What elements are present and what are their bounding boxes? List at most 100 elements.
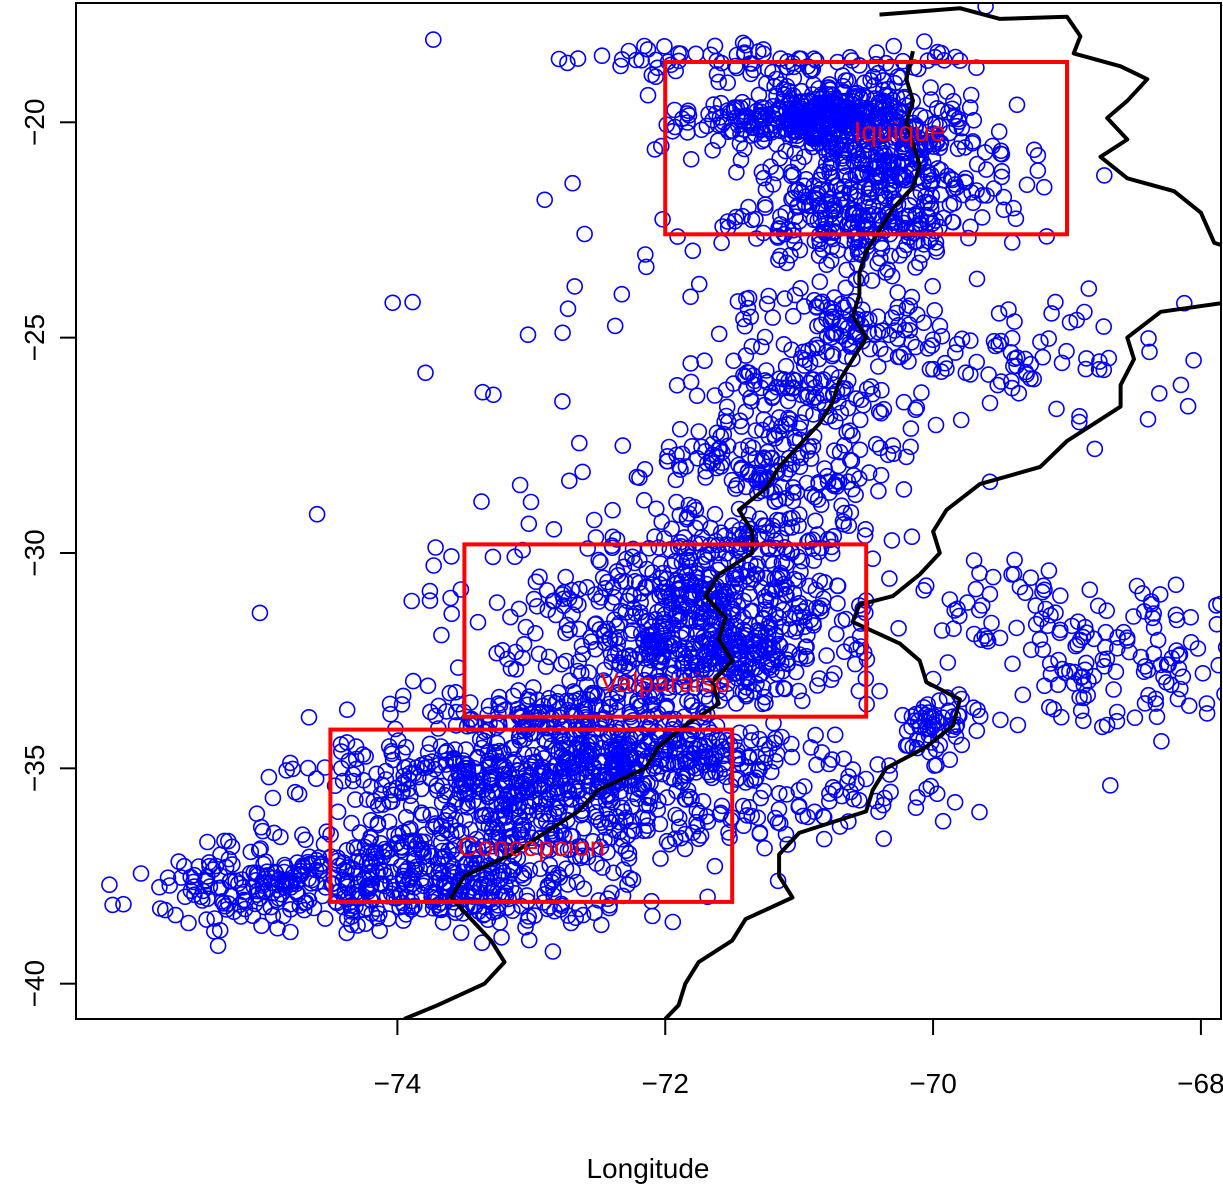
data-point [754, 695, 771, 713]
data-point [867, 435, 885, 453]
data-point [1071, 413, 1088, 431]
data-point [443, 605, 461, 623]
data-point [338, 701, 356, 719]
data-point [828, 472, 846, 490]
data-point [877, 345, 894, 363]
data-point [605, 864, 622, 882]
data-point [235, 883, 253, 901]
data-point [907, 799, 925, 817]
data-point [434, 777, 451, 795]
data-point [670, 809, 688, 827]
data-point [784, 479, 802, 496]
data-point [703, 769, 721, 787]
data-point [995, 201, 1013, 219]
data-point [517, 918, 534, 936]
data-point [860, 464, 878, 481]
data-point [748, 102, 766, 120]
data-point [562, 840, 580, 858]
data-point [762, 384, 780, 402]
data-point [903, 708, 921, 725]
data-point [546, 694, 564, 712]
data-point [766, 493, 784, 511]
data-point [662, 600, 680, 618]
data-point [812, 181, 830, 198]
data-point [790, 597, 808, 615]
data-point [983, 614, 1000, 632]
data-point [382, 705, 399, 723]
data-point [428, 777, 446, 795]
data-point [520, 798, 538, 816]
data-point [471, 730, 489, 748]
data-point [446, 795, 464, 813]
data-point [829, 595, 846, 612]
data-point [600, 695, 618, 713]
data-point [613, 51, 631, 68]
data-point [743, 211, 761, 229]
data-point [823, 168, 841, 186]
data-point [898, 299, 916, 317]
data-point [755, 411, 773, 428]
data-point [473, 739, 491, 757]
data-point [835, 83, 853, 101]
data-point [1035, 577, 1052, 595]
data-point [907, 259, 924, 276]
data-point [454, 872, 472, 889]
data-point [731, 642, 748, 660]
data-point [725, 352, 742, 370]
data-point [923, 337, 941, 354]
data-point [1027, 597, 1044, 614]
data-point [369, 816, 387, 834]
data-point [678, 105, 696, 122]
data-point [484, 821, 501, 838]
data-point [293, 865, 310, 883]
data-point [264, 789, 282, 807]
data-point [1163, 649, 1181, 667]
data-point [459, 888, 476, 905]
data-point [808, 756, 825, 774]
data-point [651, 815, 669, 833]
data-point [359, 844, 376, 862]
data-point [186, 866, 203, 884]
data-point [890, 316, 907, 334]
data-point [151, 878, 168, 896]
data-point [557, 652, 575, 670]
data-point [361, 853, 379, 870]
data-point [815, 830, 833, 848]
data-point [805, 406, 822, 423]
data-point [484, 548, 502, 566]
data-point [864, 68, 882, 86]
data-point [687, 45, 705, 63]
data-point [552, 839, 569, 857]
data-point [403, 898, 421, 916]
data-point [777, 825, 795, 843]
data-point [1075, 712, 1092, 730]
data-point [1039, 617, 1056, 635]
data-point [343, 903, 361, 920]
data-point [895, 121, 913, 139]
data-point [562, 914, 580, 932]
data-point [954, 186, 972, 204]
data-point [417, 826, 434, 843]
data-point [706, 37, 724, 55]
data-point [699, 546, 717, 564]
data-point [708, 424, 726, 442]
data-point [220, 895, 237, 912]
data-point [901, 322, 919, 339]
data-point [854, 207, 872, 224]
data-point [393, 696, 411, 713]
data-point [778, 379, 796, 397]
data-point [429, 855, 447, 872]
data-point [809, 677, 826, 694]
data-point [825, 303, 843, 321]
data-point [423, 753, 441, 770]
data-point [947, 48, 964, 66]
data-point [569, 749, 587, 767]
data-point [729, 293, 747, 310]
data-point [580, 664, 598, 681]
data-point [962, 86, 980, 104]
x-tick-label: −72 [641, 1068, 689, 1099]
data-point [297, 894, 315, 911]
data-point [889, 167, 907, 184]
data-point [248, 882, 266, 900]
data-point [636, 460, 654, 478]
